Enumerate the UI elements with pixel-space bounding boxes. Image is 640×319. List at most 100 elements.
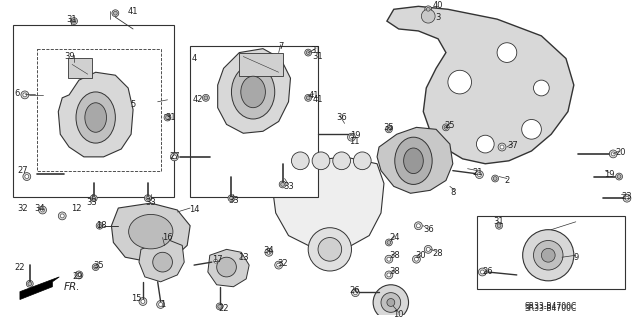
Text: 39: 39 — [64, 52, 74, 61]
Circle shape — [349, 135, 353, 139]
Circle shape — [623, 194, 631, 202]
Text: 38: 38 — [389, 251, 400, 260]
Text: 24: 24 — [390, 233, 400, 242]
Circle shape — [387, 273, 391, 277]
Circle shape — [385, 126, 392, 133]
Circle shape — [493, 177, 497, 181]
Circle shape — [425, 6, 431, 13]
Text: 34: 34 — [35, 204, 45, 212]
Circle shape — [26, 280, 33, 287]
Circle shape — [21, 91, 29, 99]
Circle shape — [308, 228, 351, 271]
Text: 37: 37 — [508, 141, 518, 150]
Text: 13: 13 — [238, 253, 248, 262]
Text: 11: 11 — [349, 137, 360, 146]
Polygon shape — [111, 203, 190, 262]
Polygon shape — [273, 157, 384, 249]
Circle shape — [139, 298, 147, 305]
Text: 31: 31 — [493, 217, 504, 226]
Circle shape — [625, 196, 629, 200]
Circle shape — [60, 214, 64, 218]
Circle shape — [279, 181, 286, 188]
Text: 33: 33 — [283, 182, 294, 191]
Circle shape — [72, 19, 76, 23]
Circle shape — [307, 51, 310, 55]
Circle shape — [492, 175, 499, 182]
Circle shape — [495, 222, 502, 229]
Circle shape — [90, 195, 97, 202]
Text: 28: 28 — [433, 249, 444, 258]
Polygon shape — [387, 6, 574, 164]
Text: 31: 31 — [67, 15, 77, 24]
Circle shape — [381, 293, 401, 312]
Circle shape — [305, 94, 312, 101]
Text: 32: 32 — [17, 204, 28, 212]
Text: 41: 41 — [309, 91, 319, 100]
Circle shape — [385, 255, 393, 263]
Circle shape — [448, 70, 472, 94]
Circle shape — [58, 212, 66, 220]
Ellipse shape — [404, 148, 423, 174]
Circle shape — [617, 174, 621, 178]
Circle shape — [166, 115, 170, 119]
Text: 10: 10 — [394, 310, 404, 319]
Bar — [13, 25, 174, 197]
Circle shape — [426, 247, 430, 251]
Bar — [477, 216, 625, 289]
Bar — [239, 53, 283, 76]
Circle shape — [498, 143, 506, 151]
Circle shape — [421, 9, 435, 23]
Text: 18: 18 — [96, 221, 107, 230]
Text: 42: 42 — [193, 95, 204, 104]
Circle shape — [216, 303, 223, 310]
Circle shape — [351, 289, 359, 297]
Text: 1: 1 — [160, 300, 165, 309]
Circle shape — [267, 250, 271, 254]
Circle shape — [476, 171, 483, 179]
Polygon shape — [218, 48, 291, 133]
Circle shape — [159, 302, 163, 307]
Ellipse shape — [85, 103, 106, 132]
Circle shape — [281, 182, 285, 186]
Ellipse shape — [76, 92, 115, 143]
Bar — [36, 48, 161, 171]
Text: 19: 19 — [350, 131, 361, 140]
Text: 36: 36 — [423, 225, 433, 234]
Circle shape — [25, 174, 29, 179]
Circle shape — [500, 145, 504, 149]
Text: 38: 38 — [389, 267, 400, 277]
Circle shape — [28, 282, 31, 286]
Text: 3: 3 — [435, 13, 441, 22]
Circle shape — [70, 18, 77, 25]
Circle shape — [413, 255, 420, 263]
Bar — [190, 46, 318, 197]
Circle shape — [523, 230, 574, 281]
Text: 14: 14 — [189, 205, 199, 214]
Circle shape — [353, 291, 357, 295]
Text: 41: 41 — [128, 7, 138, 16]
Circle shape — [522, 120, 541, 139]
Text: SR33-B4700C: SR33-B4700C — [524, 304, 577, 313]
Circle shape — [94, 265, 97, 269]
Text: 31: 31 — [311, 46, 321, 55]
Circle shape — [275, 261, 283, 269]
Text: 41: 41 — [313, 95, 323, 104]
Circle shape — [170, 153, 179, 161]
Circle shape — [218, 305, 221, 308]
Circle shape — [387, 299, 395, 307]
Text: 32: 32 — [277, 259, 288, 268]
Circle shape — [212, 257, 220, 265]
Text: 19: 19 — [604, 170, 614, 179]
Text: 33: 33 — [145, 198, 156, 207]
Circle shape — [477, 173, 481, 176]
Circle shape — [112, 10, 119, 17]
Circle shape — [481, 270, 484, 274]
Ellipse shape — [395, 137, 432, 184]
Circle shape — [23, 173, 31, 181]
Circle shape — [23, 93, 27, 97]
Circle shape — [373, 285, 408, 319]
Polygon shape — [58, 72, 133, 157]
Circle shape — [291, 152, 309, 170]
Text: 27: 27 — [169, 152, 180, 161]
Circle shape — [497, 43, 516, 63]
